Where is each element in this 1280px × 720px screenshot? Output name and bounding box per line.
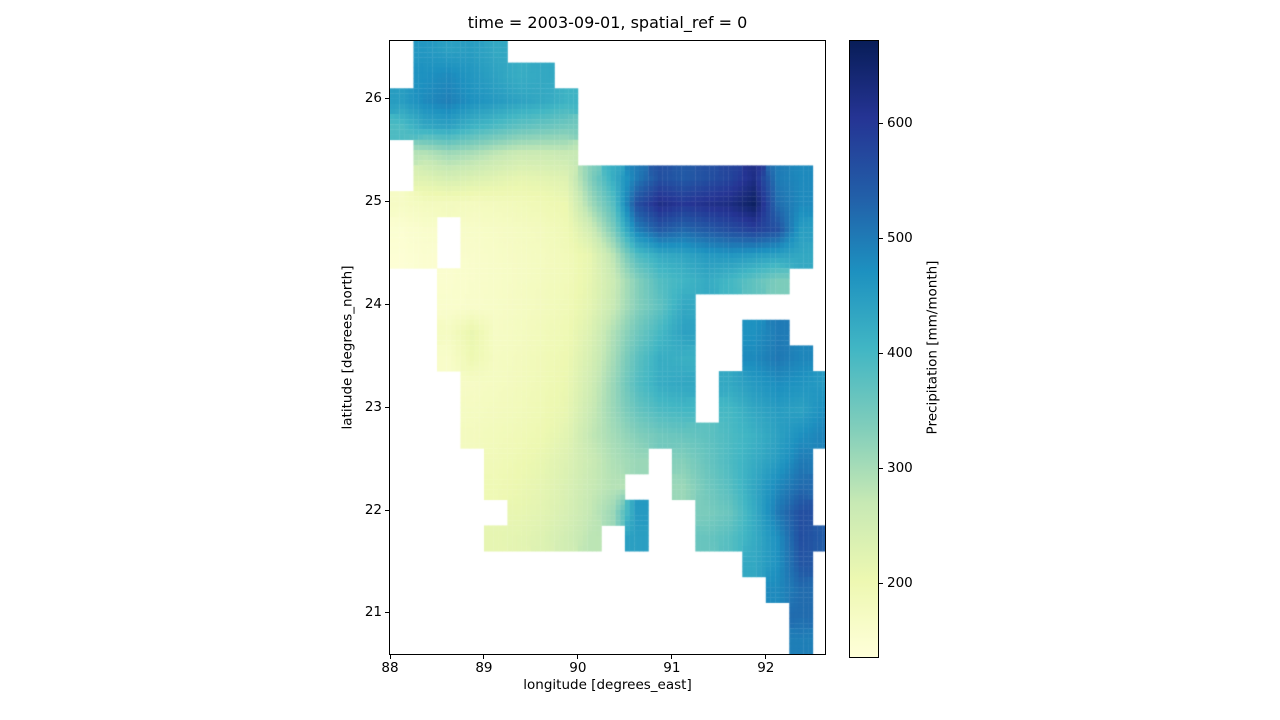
y-axis-label: latitude [degrees_north] bbox=[339, 265, 356, 430]
y-tick-mark bbox=[385, 406, 389, 408]
colorbar-tick-label: 600 bbox=[887, 115, 913, 132]
colorbar-tick-mark bbox=[879, 238, 883, 240]
y-tick-mark bbox=[385, 98, 389, 100]
y-tick-label: 26 bbox=[364, 90, 382, 107]
colorbar-tick-label: 300 bbox=[887, 460, 913, 477]
colorbar-tick-label: 200 bbox=[887, 574, 913, 591]
y-tick-label: 22 bbox=[364, 501, 382, 518]
colorbar-tick-mark bbox=[879, 582, 883, 584]
colorbar-gradient bbox=[850, 41, 878, 657]
colorbar-tick-mark bbox=[879, 123, 883, 125]
x-tick-mark bbox=[577, 655, 579, 659]
x-tick-label: 90 bbox=[569, 660, 587, 676]
precipitation-heatmap-canvas bbox=[390, 41, 825, 654]
x-tick-label: 91 bbox=[663, 660, 681, 676]
colorbar-border bbox=[849, 40, 879, 658]
colorbar-tick-mark bbox=[879, 353, 883, 355]
x-axis-label: longitude [degrees_east] bbox=[523, 677, 692, 693]
y-tick-mark bbox=[385, 612, 389, 614]
colorbar-tick-label: 400 bbox=[887, 345, 913, 362]
y-tick-label: 23 bbox=[364, 398, 382, 415]
colorbar-tick-label: 500 bbox=[887, 230, 913, 247]
x-tick-mark bbox=[671, 655, 673, 659]
x-tick-mark bbox=[389, 655, 391, 659]
colorbar-tick-mark bbox=[879, 468, 883, 470]
y-tick-label: 21 bbox=[364, 604, 382, 621]
y-tick-mark bbox=[385, 303, 389, 305]
y-tick-label: 25 bbox=[364, 192, 382, 209]
plot-title: time = 2003-09-01, spatial_ref = 0 bbox=[467, 13, 748, 32]
x-tick-label: 89 bbox=[475, 660, 493, 676]
y-tick-label: 24 bbox=[364, 295, 382, 312]
x-tick-label: 92 bbox=[757, 660, 775, 676]
plot-border bbox=[389, 40, 826, 655]
x-tick-label: 88 bbox=[381, 660, 399, 676]
x-tick-mark bbox=[765, 655, 767, 659]
x-tick-mark bbox=[483, 655, 485, 659]
y-tick-mark bbox=[385, 509, 389, 511]
y-tick-mark bbox=[385, 200, 389, 202]
